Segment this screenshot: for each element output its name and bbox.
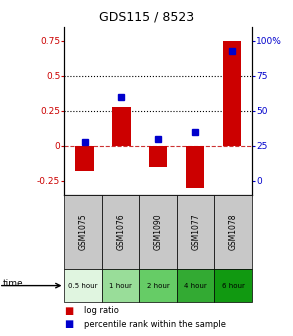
Bar <box>223 41 241 146</box>
Bar <box>149 146 167 167</box>
Bar <box>64 195 102 269</box>
Bar <box>177 269 214 302</box>
Bar <box>102 195 139 269</box>
Text: GSM1090: GSM1090 <box>154 213 163 250</box>
Bar <box>76 146 94 171</box>
Bar <box>186 146 204 188</box>
Text: GSM1078: GSM1078 <box>229 214 238 250</box>
Text: GSM1076: GSM1076 <box>116 213 125 250</box>
Bar <box>214 269 252 302</box>
Text: ■: ■ <box>64 319 74 329</box>
Text: GDS115 / 8523: GDS115 / 8523 <box>99 10 194 24</box>
Text: percentile rank within the sample: percentile rank within the sample <box>84 320 226 329</box>
Bar <box>177 195 214 269</box>
Text: time: time <box>3 280 23 288</box>
Bar <box>214 195 252 269</box>
Text: GSM1077: GSM1077 <box>191 213 200 250</box>
Text: 6 hour: 6 hour <box>222 283 245 289</box>
Text: GSM1075: GSM1075 <box>79 213 88 250</box>
Bar <box>102 269 139 302</box>
Text: ■: ■ <box>64 306 74 316</box>
Text: 2 hour: 2 hour <box>147 283 170 289</box>
Bar <box>139 195 177 269</box>
Text: 1 hour: 1 hour <box>109 283 132 289</box>
Bar <box>112 107 131 146</box>
Text: log ratio: log ratio <box>84 306 118 315</box>
Text: 4 hour: 4 hour <box>184 283 207 289</box>
Text: 0.5 hour: 0.5 hour <box>69 283 98 289</box>
Bar <box>139 269 177 302</box>
Bar <box>64 269 102 302</box>
